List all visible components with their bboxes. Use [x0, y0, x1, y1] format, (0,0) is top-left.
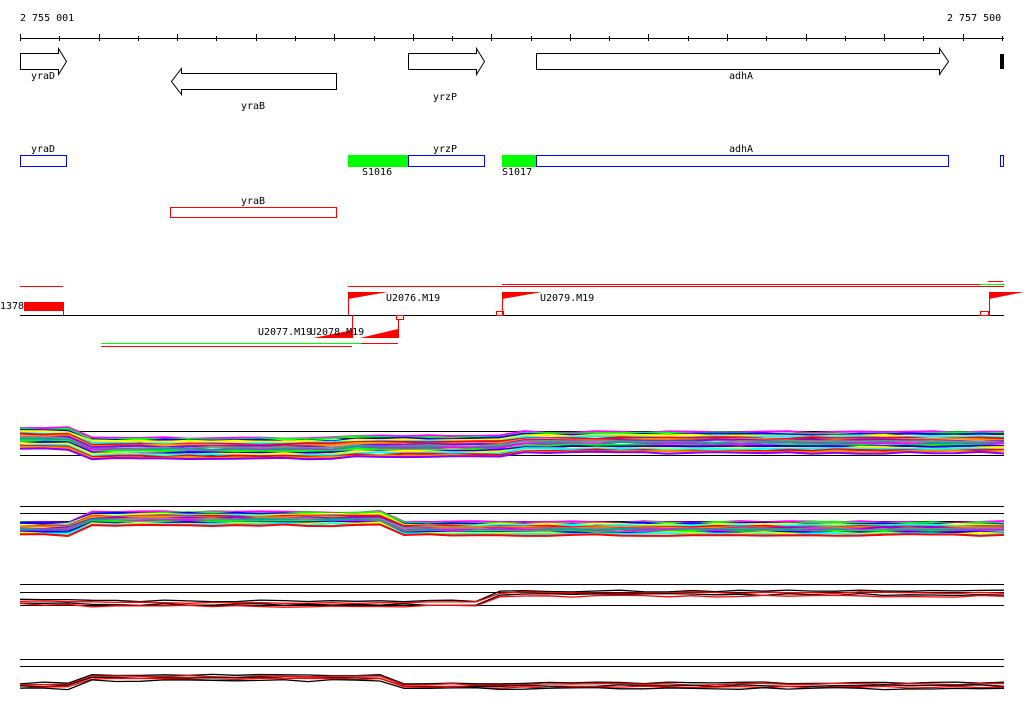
gene-arrow-adhA[interactable] [536, 46, 950, 77]
feature-label-yraD: yraD [31, 144, 56, 155]
feature-label-adhA: adhA [729, 144, 754, 155]
transcript-label-U2079: U2079.M19 [540, 293, 595, 304]
coordinate-ruler [20, 34, 1004, 41]
gene-arrow-yraD[interactable] [20, 46, 68, 77]
expression-line [19, 589, 1005, 603]
transcript-label-U2078: U2078.M19 [310, 327, 365, 338]
expression-line [19, 594, 1005, 608]
feature-yraB[interactable] [170, 207, 337, 218]
feature-partial[interactable] [1000, 155, 1004, 167]
expression-line [19, 434, 1005, 448]
gene-arrow-yraB[interactable] [170, 67, 337, 96]
transcript-label-U2076: U2076.M19 [386, 293, 441, 304]
feature-adhA[interactable] [536, 155, 949, 167]
ruler-start-label: 2 755 001 [20, 13, 75, 24]
gene-label-yraD[interactable]: yraD [31, 71, 56, 82]
transcript-label-U2077: U2077.M19 [258, 327, 313, 338]
gene-arrow-partial[interactable] [1000, 54, 1004, 69]
expression-line [19, 440, 1005, 455]
feature-yrzP[interactable] [408, 155, 485, 167]
expression-line [20, 678, 1005, 691]
segment-S1016[interactable] [348, 155, 408, 167]
transcript-track [20, 281, 1024, 347]
segment-label-S1016: S1016 [362, 167, 393, 178]
expression-line [19, 591, 1005, 605]
feature-label-yraB: yraB [241, 196, 266, 207]
gene-label-yrzP[interactable]: yrzP [433, 92, 458, 103]
transcript-label-1378: 1378 [0, 301, 25, 312]
segment-S1017[interactable] [502, 155, 536, 167]
feature-label-yrzP: yrzP [433, 144, 458, 155]
expression-line [19, 676, 1005, 688]
segment-label-S1017: S1017 [502, 167, 533, 178]
gene-label-yraB[interactable]: yraB [241, 101, 266, 112]
expression-line [20, 674, 1005, 686]
expression-plots [19, 426, 1005, 691]
feature-yraD[interactable] [20, 155, 67, 167]
gene-label-adhA[interactable]: adhA [729, 71, 754, 82]
expression-line [19, 432, 1005, 446]
gene-arrow-yrzP[interactable] [408, 46, 486, 77]
expression-line [19, 443, 1005, 457]
expression-line [19, 447, 1005, 461]
ruler-end-label: 2 757 500 [947, 13, 1002, 24]
expression-line [19, 523, 1005, 538]
expression-line [19, 677, 1005, 689]
